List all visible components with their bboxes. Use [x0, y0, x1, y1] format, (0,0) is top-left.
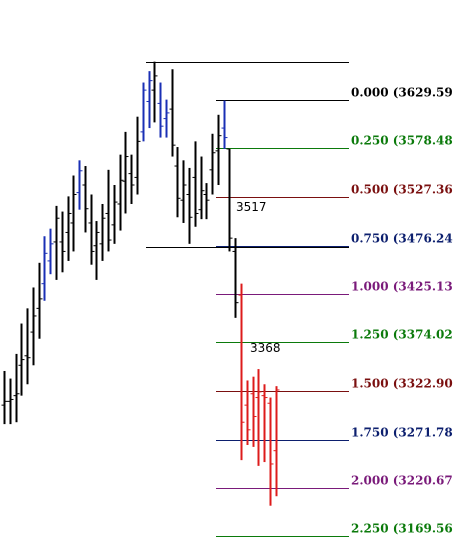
fib-level-label-1.750: 1.750 (3271.78)	[351, 426, 453, 440]
ohlc-bar	[117, 154, 124, 231]
ohlc-bar	[47, 228, 54, 275]
ohlc-bar	[128, 154, 135, 204]
ohlc-bar	[146, 71, 153, 129]
ohlc-bar	[111, 185, 118, 244]
ohlc-bar	[140, 82, 147, 142]
ohlc-bar	[30, 287, 37, 366]
ohlc-bar	[99, 203, 106, 261]
ohlc-bar	[93, 221, 100, 280]
ohlc-bar	[226, 148, 233, 252]
ohlc-bar	[41, 236, 48, 301]
ohlc-bar	[13, 353, 20, 423]
swing-lines	[146, 62, 349, 248]
ohlc-bar	[65, 196, 72, 261]
ohlc-bar	[76, 160, 83, 210]
ohlc-bar	[261, 384, 268, 463]
fibonacci-levels: 0.000 (3629.59) 0.250 (3578.48) 0.500 (352…	[216, 86, 453, 537]
ohlc-bar	[88, 194, 95, 265]
ohlc-bar	[7, 378, 14, 425]
fib-level-label-2.250: 2.250 (3169.56)	[351, 522, 453, 536]
ohlc-bar	[232, 238, 239, 318]
ohlc-bar	[157, 82, 164, 138]
ohlc-bar	[180, 160, 187, 223]
ohlc-bar	[53, 205, 60, 280]
ohlc-bar	[36, 262, 43, 339]
ohlc-bar	[169, 69, 176, 157]
ohlc-bar	[273, 386, 280, 497]
fib-level-label-0.000: 0.000 (3629.59)	[351, 86, 453, 100]
fib-level-label-0.750: 0.750 (3476.24)	[351, 232, 453, 246]
ohlc-bar	[70, 175, 77, 252]
ohlc-bar	[1, 370, 8, 425]
fib-level-label-0.500: 0.500 (3527.36)	[351, 183, 453, 197]
ohlc-bar	[105, 169, 112, 252]
ohlc-bar	[186, 167, 193, 244]
ohlc-bar	[209, 133, 216, 195]
ohlc-bar	[267, 397, 274, 506]
ohlc-bar	[134, 116, 141, 195]
ohlc-bar	[192, 141, 199, 227]
ohlc-bar	[122, 131, 129, 214]
ohlc-bar	[151, 61, 158, 123]
ohlc-bar	[18, 323, 25, 396]
ohlc-bar	[198, 156, 205, 220]
ohlc-bar	[24, 308, 31, 385]
ohlc-bar	[221, 100, 228, 149]
ohlc-bar	[215, 114, 222, 186]
fib-level-label-0.250: 0.250 (3578.48)	[351, 134, 453, 148]
price-annotation-3517: 3517	[236, 200, 267, 214]
ohlc-bar	[203, 183, 210, 220]
price-bars	[1, 61, 280, 506]
fib-level-label-1.000: 1.000 (3425.13)	[351, 280, 453, 294]
price-annotation-3368: 3368	[250, 341, 281, 355]
fib-level-label-2.000: 2.000 (3220.67)	[351, 474, 453, 488]
ohlc-bar	[163, 99, 170, 138]
annotations: 3517 3368	[236, 200, 281, 355]
ohlc-bar	[238, 283, 245, 461]
fib-level-label-1.500: 1.500 (3322.90)	[351, 377, 453, 391]
ohlc-bar	[82, 166, 89, 233]
fib-level-label-1.250: 1.250 (3374.02)	[351, 328, 453, 342]
ohlc-bar	[174, 147, 181, 218]
ohlc-bar	[244, 380, 251, 445]
ohlc-bar	[59, 211, 66, 273]
ohlc-bar	[255, 369, 262, 466]
ohlc-bar	[250, 376, 257, 447]
